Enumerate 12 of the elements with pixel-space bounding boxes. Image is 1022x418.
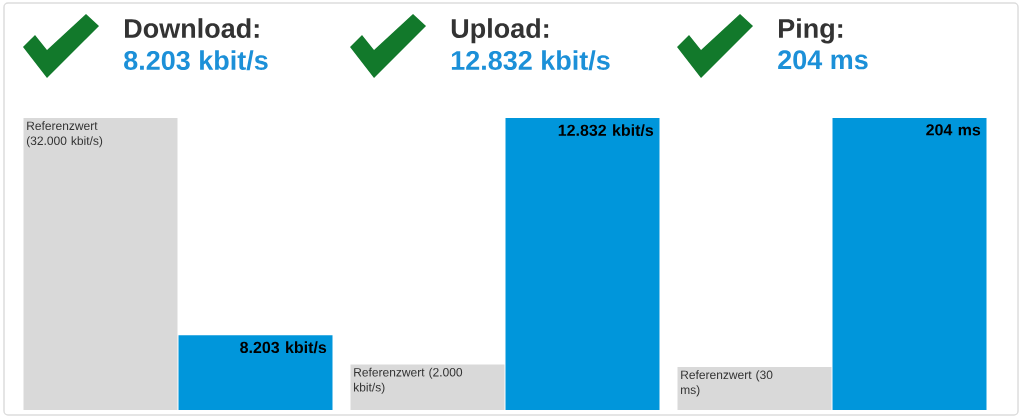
chart-subtitle: 204 ms — [778, 50, 868, 70]
chart-subtitle: 12.832 kbit/s — [451, 50, 610, 71]
data-label: 204 ms — [926, 124, 981, 136]
chart-title: Ping: — [779, 18, 843, 44]
chart-subtitle: 8.203 kbit/s — [124, 50, 268, 71]
chart-title: Upload: — [451, 18, 549, 44]
data-label: Referenzwert (32.000 kbit/s) — [26, 121, 103, 148]
data-label: Referenzwert (30 ms) — [681, 370, 773, 397]
chart-title: Download: — [125, 18, 259, 39]
data-label: 8.203 kbit/s — [240, 341, 327, 354]
data-label: 12.832 kbit/s — [558, 124, 654, 137]
data-label: Referenzwert (2.000 kbit/s) — [354, 367, 463, 394]
